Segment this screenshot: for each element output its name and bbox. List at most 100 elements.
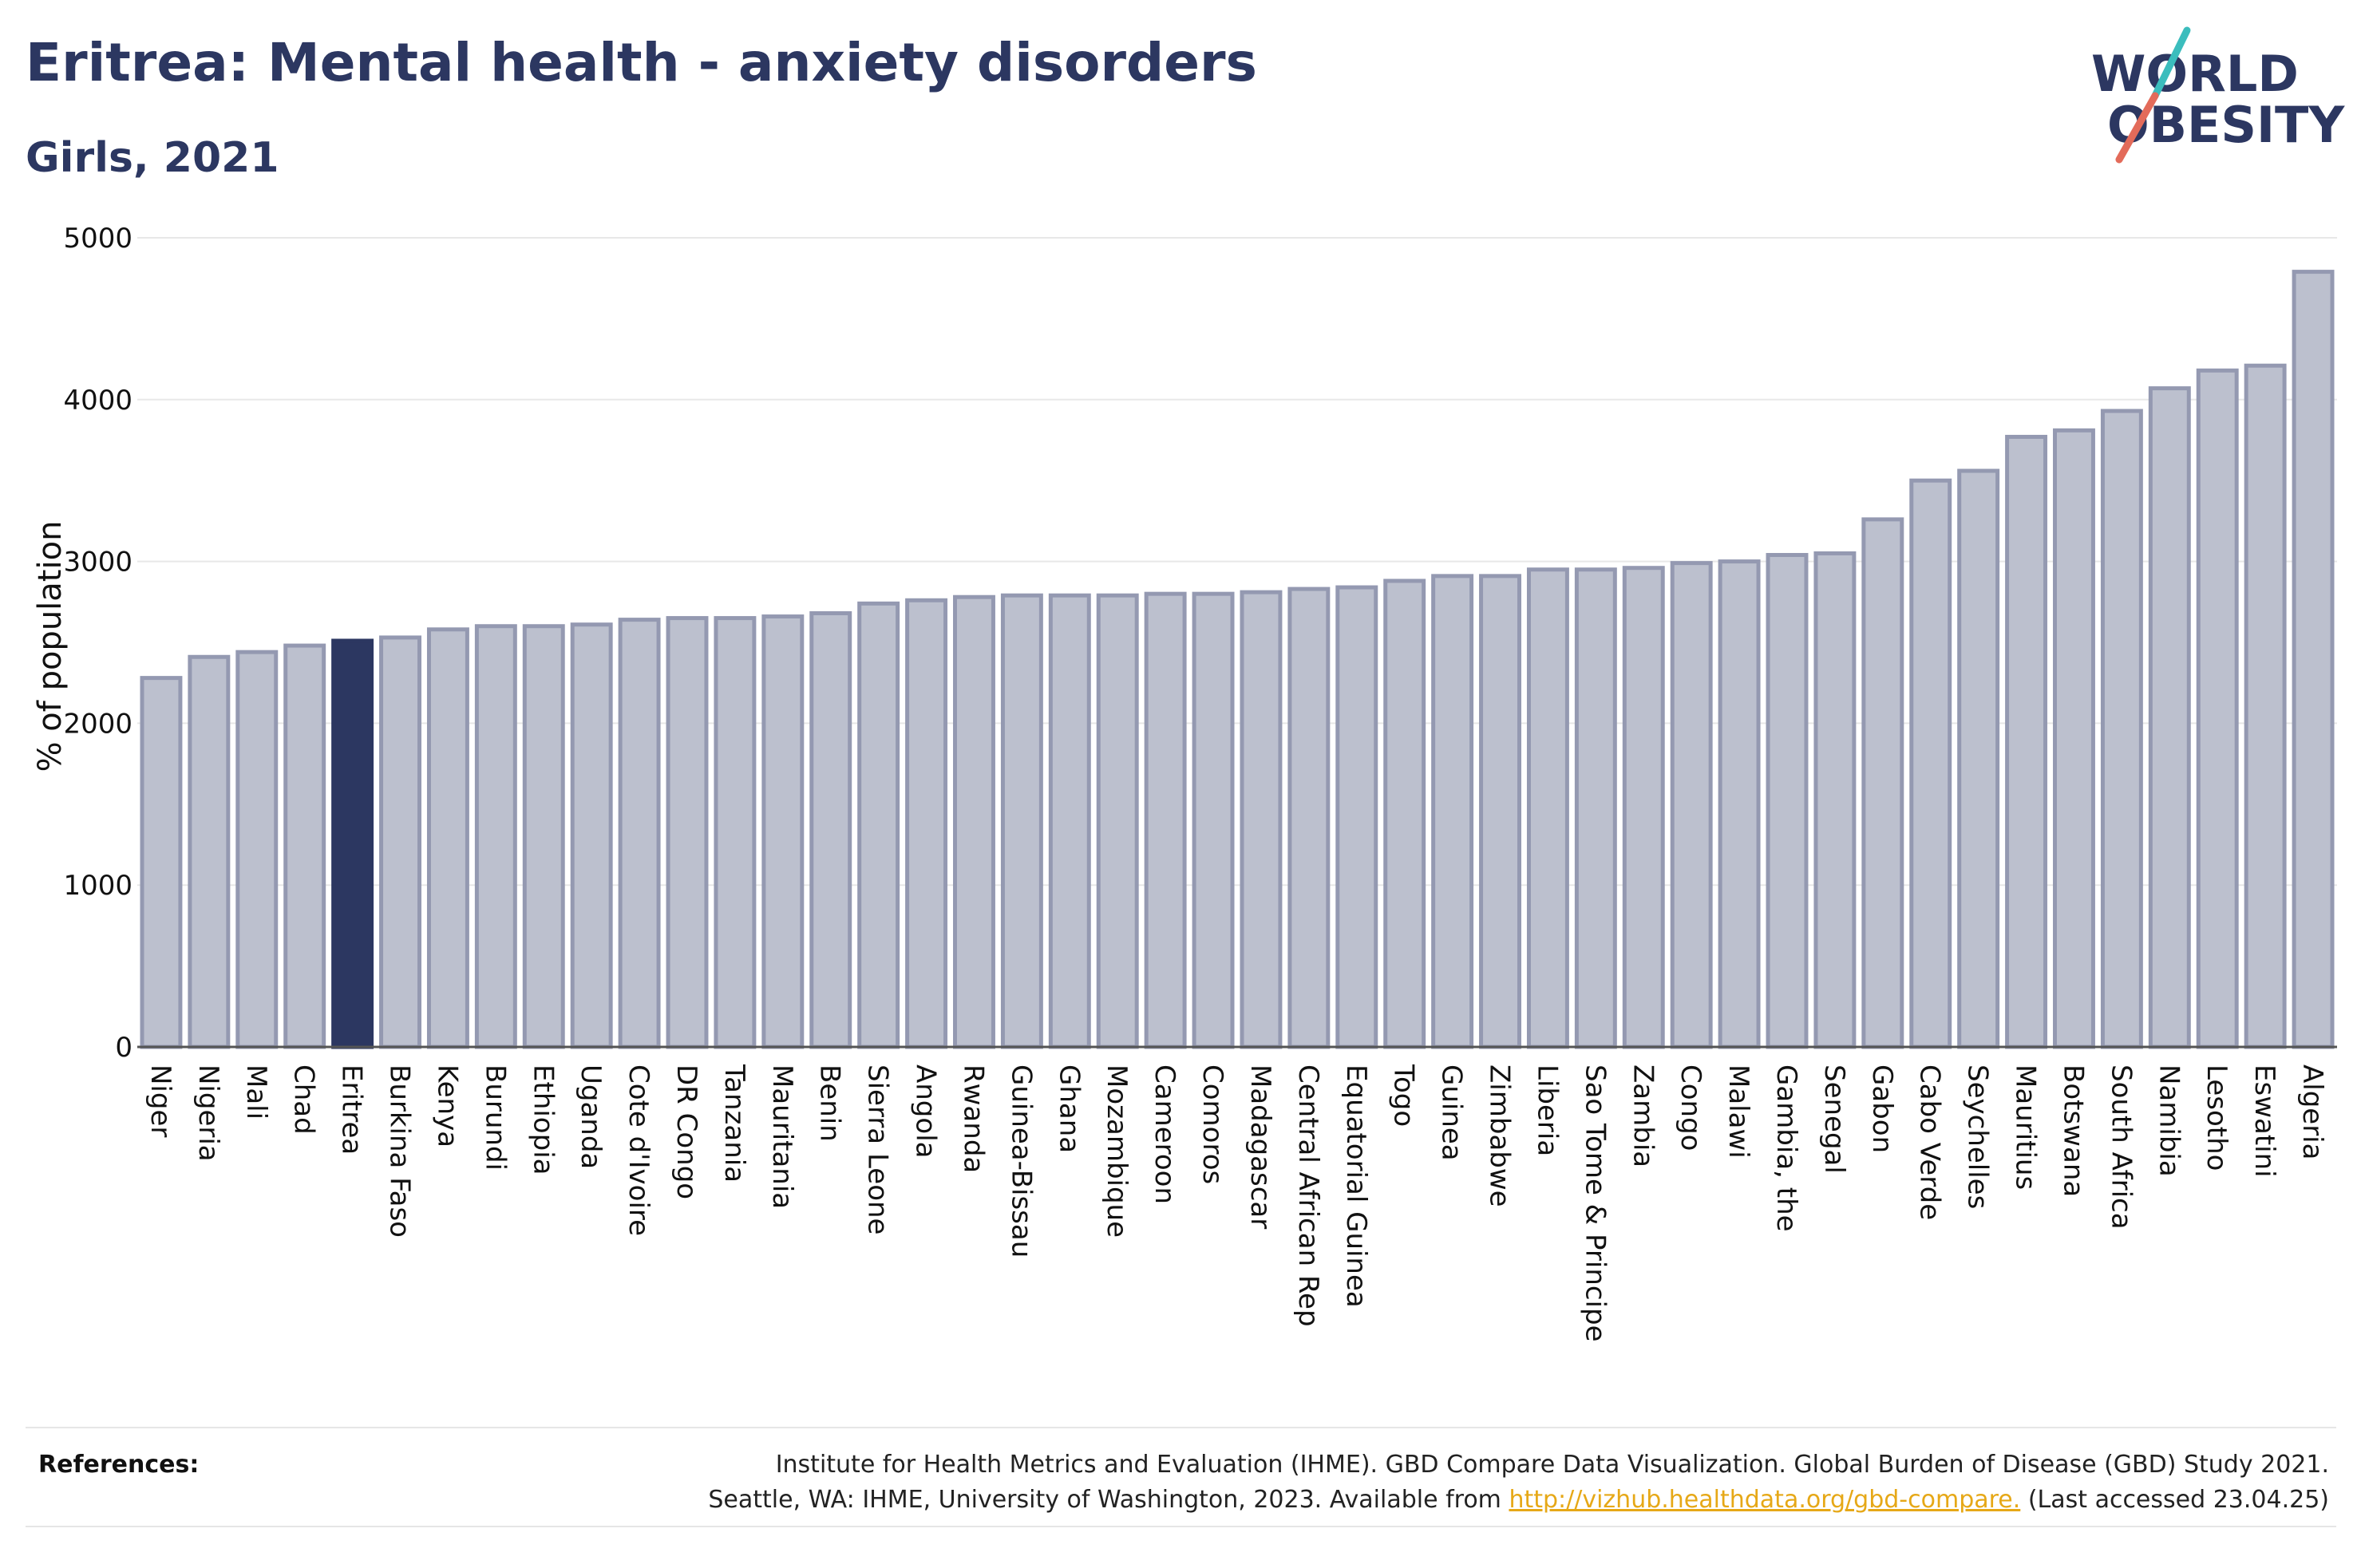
bar-eritrea xyxy=(331,638,374,1049)
x-tick-label: Sao Tome & Principe xyxy=(1579,1064,1611,1342)
logo-slash-bottom xyxy=(2115,92,2159,164)
y-tick-label: 4000 xyxy=(63,385,132,417)
x-tick-label: Guinea-Bissau xyxy=(1005,1064,1037,1258)
y-axis-label: % of population xyxy=(32,521,69,772)
bar-dr-congo xyxy=(666,616,709,1049)
bar-gabon xyxy=(1861,517,1904,1049)
bar-niger xyxy=(140,676,183,1049)
bar-eswatini xyxy=(2244,363,2287,1049)
x-tick-label: Gambia, the xyxy=(1770,1064,1802,1232)
references-link[interactable]: http://vizhub.healthdata.org/gbd-compare… xyxy=(1509,1486,2021,1514)
x-tick-label: Namibia xyxy=(2153,1064,2185,1177)
bar-angola xyxy=(905,598,948,1049)
x-tick-label: Gabon xyxy=(1866,1064,1898,1153)
bar-kenya xyxy=(426,627,469,1049)
y-tick-label: 2000 xyxy=(63,708,132,740)
world-obesity-logo: WORLD OBESITY xyxy=(2091,26,2345,164)
references-line-1: Institute for Health Metrics and Evaluat… xyxy=(775,1451,2329,1479)
bar-lesotho xyxy=(2196,368,2239,1049)
logo-slash-top xyxy=(2151,26,2191,100)
bar-togo xyxy=(1383,579,1426,1049)
x-tick-label: Equatorial Guinea xyxy=(1340,1064,1372,1308)
bar-botswana xyxy=(2053,428,2095,1049)
bar-sao-tome-principe xyxy=(1574,567,1617,1049)
bar-rwanda xyxy=(953,594,995,1049)
x-tick-label: Madagascar xyxy=(1244,1064,1276,1229)
bar-burundi xyxy=(474,624,517,1049)
bar-mauritius xyxy=(2005,434,2048,1049)
x-tick-label: Malawi xyxy=(1722,1064,1754,1159)
x-tick-label: Senegal xyxy=(1818,1064,1850,1174)
bar-algeria xyxy=(2292,270,2335,1049)
x-tick-label: Lesotho xyxy=(2201,1064,2232,1171)
bar-namibia xyxy=(2148,386,2191,1049)
bar-liberia xyxy=(1526,567,1569,1049)
bar-cote-d-ivoire xyxy=(618,618,661,1049)
bar-nigeria xyxy=(188,654,231,1049)
x-tick-label: Burkina Faso xyxy=(384,1064,416,1238)
bar-chart: 0 1000 2000 3000 4000 5000 % of population Nige… xyxy=(32,223,2337,1342)
x-tick-label: South Africa xyxy=(2105,1064,2137,1230)
bar-gambia-the xyxy=(1766,552,1809,1049)
bar-zambia xyxy=(1622,566,1665,1049)
bar-mauritania xyxy=(761,614,805,1049)
bar-ghana xyxy=(1048,593,1091,1049)
references-line-2-prefix: Seattle, WA: IHME, University of Washing… xyxy=(708,1486,1509,1514)
x-tick-label: Benin xyxy=(814,1064,846,1142)
x-tick-label: Rwanda xyxy=(957,1064,989,1173)
bar-guinea xyxy=(1431,574,1474,1049)
bar-comoros xyxy=(1192,591,1235,1049)
x-tick-label: Congo xyxy=(1675,1064,1706,1151)
x-tick-label: Togo xyxy=(1388,1064,1420,1127)
x-tick-label: Ghana xyxy=(1053,1064,1085,1153)
x-tick-label: Niger xyxy=(144,1064,176,1137)
x-tick-label: Sierra Leone xyxy=(862,1064,894,1234)
bar-mozambique xyxy=(1096,593,1139,1049)
x-tick-label: Algeria xyxy=(2296,1064,2328,1159)
x-tick-label: Nigeria xyxy=(192,1064,224,1162)
bar-central-african-rep xyxy=(1287,587,1331,1049)
x-tick-label: Comoros xyxy=(1196,1064,1228,1184)
x-tick-label: Mauritius xyxy=(2010,1064,2042,1190)
x-tick-label: Mozambique xyxy=(1101,1064,1133,1238)
x-tick-label: Mali xyxy=(240,1064,272,1120)
references-line-2-suffix: (Last accessed 23.04.25) xyxy=(2020,1486,2329,1514)
y-tick-label: 1000 xyxy=(63,870,132,902)
x-tick-label: DR Congo xyxy=(670,1064,702,1199)
bar-mali xyxy=(235,650,279,1049)
y-tick-label: 0 xyxy=(115,1032,132,1064)
x-tick-label: Mauritania xyxy=(766,1064,798,1209)
bar-equatorial-guinea xyxy=(1335,585,1378,1049)
bar-chad xyxy=(283,643,326,1049)
x-tick-label: Cote d'Ivoire xyxy=(623,1064,655,1236)
x-tick-label: Zimbabwe xyxy=(1484,1064,1516,1207)
x-tick-label: Uganda xyxy=(575,1064,607,1169)
x-tick-label: Liberia xyxy=(1531,1064,1563,1156)
x-tick-label: Kenya xyxy=(431,1064,463,1147)
logo-line-world: WORLD xyxy=(2091,45,2299,103)
x-tick-label: Eswatini xyxy=(2248,1064,2280,1178)
x-tick-label: Ethiopia xyxy=(527,1064,559,1175)
bar-guinea-bissau xyxy=(1000,593,1043,1049)
x-tick-label: Guinea xyxy=(1436,1064,1468,1161)
references-label: References: xyxy=(38,1451,200,1479)
bar-benin xyxy=(809,610,852,1049)
x-tick-label: Eritrea xyxy=(336,1064,368,1155)
x-tick-label: Tanzania xyxy=(718,1064,750,1183)
bar-malawi xyxy=(1718,559,1761,1049)
bar-seychelles xyxy=(1957,468,2000,1049)
x-tick-label: Burundi xyxy=(479,1064,511,1171)
bar-tanzania xyxy=(714,616,757,1049)
bar-south-africa xyxy=(2100,409,2143,1049)
chart-title: Eritrea: Mental health - anxiety disorde… xyxy=(26,32,1257,93)
bar-ethiopia xyxy=(522,624,565,1049)
x-tick-label: Seychelles xyxy=(1962,1064,1994,1209)
bar-zimbabwe xyxy=(1479,574,1521,1049)
references-divider-bottom xyxy=(26,1526,2336,1527)
chart-subtitle: Girls, 2021 xyxy=(26,134,279,182)
bar-madagascar xyxy=(1240,590,1283,1049)
bar-burkina-faso xyxy=(379,635,421,1049)
references-line-2: Seattle, WA: IHME, University of Washing… xyxy=(708,1483,2329,1518)
bar-cameroon xyxy=(1144,591,1187,1049)
x-tick-label: Chad xyxy=(288,1064,320,1135)
